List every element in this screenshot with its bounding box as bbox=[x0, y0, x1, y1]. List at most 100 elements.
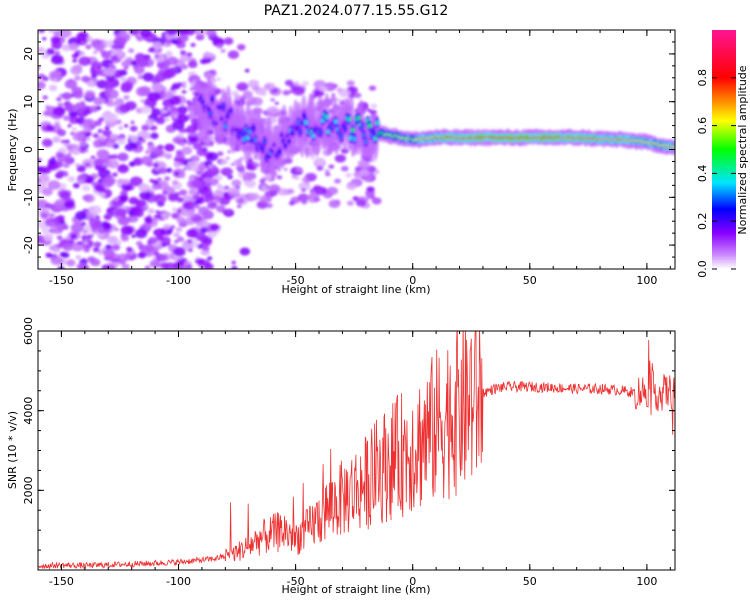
ridge-core bbox=[272, 142, 277, 148]
noise-blob bbox=[119, 30, 128, 35]
noise-blob bbox=[89, 233, 94, 238]
noise-blob bbox=[234, 94, 242, 101]
ridge-core bbox=[298, 129, 303, 135]
noise-blob bbox=[137, 251, 147, 259]
noise-blob bbox=[216, 77, 221, 81]
noise-blob bbox=[165, 41, 171, 45]
noise-blob bbox=[48, 163, 55, 169]
x-tick-label: 0 bbox=[409, 274, 416, 287]
noise-blob bbox=[163, 91, 173, 99]
noise-blob bbox=[223, 185, 230, 190]
noise-blob bbox=[145, 150, 150, 155]
noise-blob bbox=[177, 105, 188, 115]
spectrogram-blobs bbox=[38, 30, 675, 269]
noise-blob bbox=[81, 184, 91, 192]
noise-blob bbox=[165, 51, 173, 57]
noise-blob bbox=[44, 202, 53, 209]
noise-blob bbox=[175, 149, 183, 155]
ridge-core bbox=[363, 139, 368, 145]
noise-blob bbox=[100, 178, 114, 188]
noise-blob bbox=[268, 184, 281, 193]
snr-frame bbox=[37, 330, 676, 571]
noise-blob bbox=[103, 248, 115, 258]
ridge-core bbox=[249, 137, 254, 143]
noise-blob bbox=[115, 240, 122, 245]
noise-blob bbox=[371, 197, 382, 205]
noise-blob bbox=[197, 206, 210, 216]
noise-blob bbox=[114, 36, 127, 46]
noise-blob bbox=[38, 179, 48, 190]
noise-blob bbox=[105, 141, 114, 148]
noise-blob bbox=[331, 93, 336, 97]
noise-blob bbox=[140, 155, 153, 166]
noise-blob bbox=[172, 136, 182, 144]
noise-blob bbox=[38, 30, 45, 34]
noise-blob bbox=[47, 108, 53, 113]
noise-blob bbox=[192, 194, 200, 200]
y-tick-label: 6000 bbox=[22, 317, 35, 345]
noise-blob bbox=[292, 86, 305, 96]
noise-blob bbox=[179, 173, 186, 179]
noise-blob bbox=[93, 97, 104, 106]
noise-blob bbox=[296, 167, 303, 172]
x-tick-label: -150 bbox=[49, 575, 74, 588]
noise-blob bbox=[83, 127, 91, 133]
noise-blob bbox=[192, 180, 205, 189]
noise-blob bbox=[208, 178, 219, 186]
noise-blob bbox=[93, 50, 98, 55]
noise-blob bbox=[187, 239, 193, 244]
noise-blob bbox=[172, 264, 178, 269]
noise-blob bbox=[54, 198, 67, 209]
noise-blob bbox=[217, 184, 223, 188]
ridge-core bbox=[373, 136, 378, 141]
noise-blob bbox=[168, 95, 182, 106]
noise-blob bbox=[75, 255, 81, 260]
noise-blob bbox=[153, 53, 166, 63]
noise-blob bbox=[117, 152, 129, 162]
noise-blob bbox=[139, 190, 152, 200]
noise-blob bbox=[237, 167, 246, 174]
noise-blob bbox=[298, 181, 311, 191]
noise-blob bbox=[164, 176, 171, 181]
noise-blob bbox=[81, 234, 88, 240]
noise-blob bbox=[130, 135, 139, 143]
noise-blob bbox=[38, 73, 46, 80]
noise-blob bbox=[181, 146, 193, 155]
noise-blob bbox=[120, 234, 130, 242]
noise-blob bbox=[190, 43, 196, 48]
noise-blob bbox=[236, 204, 242, 208]
x-tick-label: -50 bbox=[287, 274, 305, 287]
noise-blob bbox=[93, 241, 102, 248]
x-tick-label: 50 bbox=[523, 575, 537, 588]
ridge-core bbox=[277, 149, 282, 155]
x-tick-label: 100 bbox=[636, 575, 657, 588]
noise-blob bbox=[182, 166, 188, 171]
noise-blob bbox=[345, 172, 353, 178]
noise-blob bbox=[89, 205, 102, 215]
ridge-core bbox=[371, 129, 376, 134]
noise-blob bbox=[137, 74, 144, 80]
noise-blob bbox=[227, 150, 232, 154]
noise-blob bbox=[294, 176, 300, 180]
ridge-core bbox=[343, 125, 348, 131]
noise-blob bbox=[140, 99, 145, 103]
noise-blob bbox=[129, 125, 138, 132]
noise-blob bbox=[95, 105, 102, 111]
noise-blob bbox=[187, 60, 198, 69]
noise-blob bbox=[206, 152, 219, 161]
noise-blob bbox=[136, 36, 144, 42]
noise-blob bbox=[187, 112, 197, 120]
noise-blob bbox=[332, 83, 338, 88]
noise-blob bbox=[243, 180, 252, 186]
noise-blob bbox=[203, 57, 212, 64]
noise-blob bbox=[129, 162, 134, 167]
noise-blob bbox=[169, 225, 176, 230]
ridge-core bbox=[287, 138, 292, 144]
noise-blob bbox=[172, 179, 179, 185]
noise-blob bbox=[122, 178, 130, 185]
ridge-core bbox=[367, 123, 372, 129]
noise-blob bbox=[62, 115, 71, 121]
noise-blob bbox=[369, 109, 377, 115]
